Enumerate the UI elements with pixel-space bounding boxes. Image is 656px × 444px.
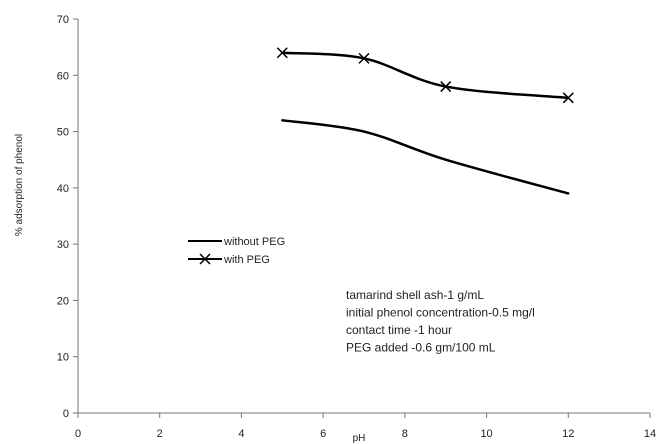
data-point <box>276 47 288 59</box>
x-tick-label: 0 <box>75 428 81 440</box>
y-tick-label: 10 <box>57 352 69 364</box>
y-tick-label: 50 <box>57 127 69 139</box>
data-point <box>567 192 570 195</box>
y-tick-label: 40 <box>57 183 69 195</box>
y-tick-label: 0 <box>63 408 69 420</box>
axes: 0 10 20 30 40 50 60 70 0 2 4 6 8 10 12 14 <box>57 14 656 440</box>
data-point <box>562 92 574 104</box>
y-axis-label: % adsorption of phenol <box>14 134 25 236</box>
data-point <box>362 130 366 133</box>
series-with-peg <box>276 47 574 104</box>
data-point <box>440 81 452 93</box>
data-point <box>358 52 370 64</box>
data-point <box>281 119 284 122</box>
y-tick-label: 70 <box>57 14 69 26</box>
data-point <box>444 158 447 161</box>
y-tick-label: 60 <box>57 70 69 82</box>
legend-label: without PEG <box>223 236 285 248</box>
legend-item: with PEG <box>188 253 270 266</box>
series-group <box>276 47 574 195</box>
x-tick-label: 12 <box>562 428 574 440</box>
y-tick-label: 20 <box>57 295 69 307</box>
x-tick-label: 2 <box>157 428 163 440</box>
series-line <box>282 51 569 100</box>
annotation-line: PEG added -0.6 gm/100 mL <box>346 341 496 355</box>
legend-label: with PEG <box>223 254 270 266</box>
series-line <box>282 119 569 195</box>
annotation-line: initial phenol concentration-0.5 mg/l <box>346 306 535 320</box>
x-marker-stroke <box>276 47 288 59</box>
legend-marker <box>199 253 211 265</box>
x-tick-label: 8 <box>402 428 408 440</box>
annotation-line: contact time -1 hour <box>346 323 452 337</box>
x-marker-stroke <box>358 52 370 64</box>
y-tick-label: 30 <box>57 239 69 251</box>
annotation-block: tamarind shell ash-1 g/mL initial phenol … <box>346 288 535 355</box>
x-tick-label: 6 <box>320 428 326 440</box>
x-marker-stroke <box>562 92 574 104</box>
x-marker-stroke <box>199 253 211 265</box>
x-axis-label: pH <box>353 433 366 444</box>
x-tick-label: 14 <box>644 428 656 440</box>
series-without-peg <box>281 119 570 195</box>
legend: without PEG with PEG <box>188 236 285 266</box>
x-tick-label: 4 <box>238 428 244 440</box>
legend-item: without PEG <box>188 236 285 248</box>
x-marker-stroke <box>440 81 452 93</box>
annotation-line: tamarind shell ash-1 g/mL <box>346 288 484 302</box>
x-tick-label: 10 <box>480 428 492 440</box>
